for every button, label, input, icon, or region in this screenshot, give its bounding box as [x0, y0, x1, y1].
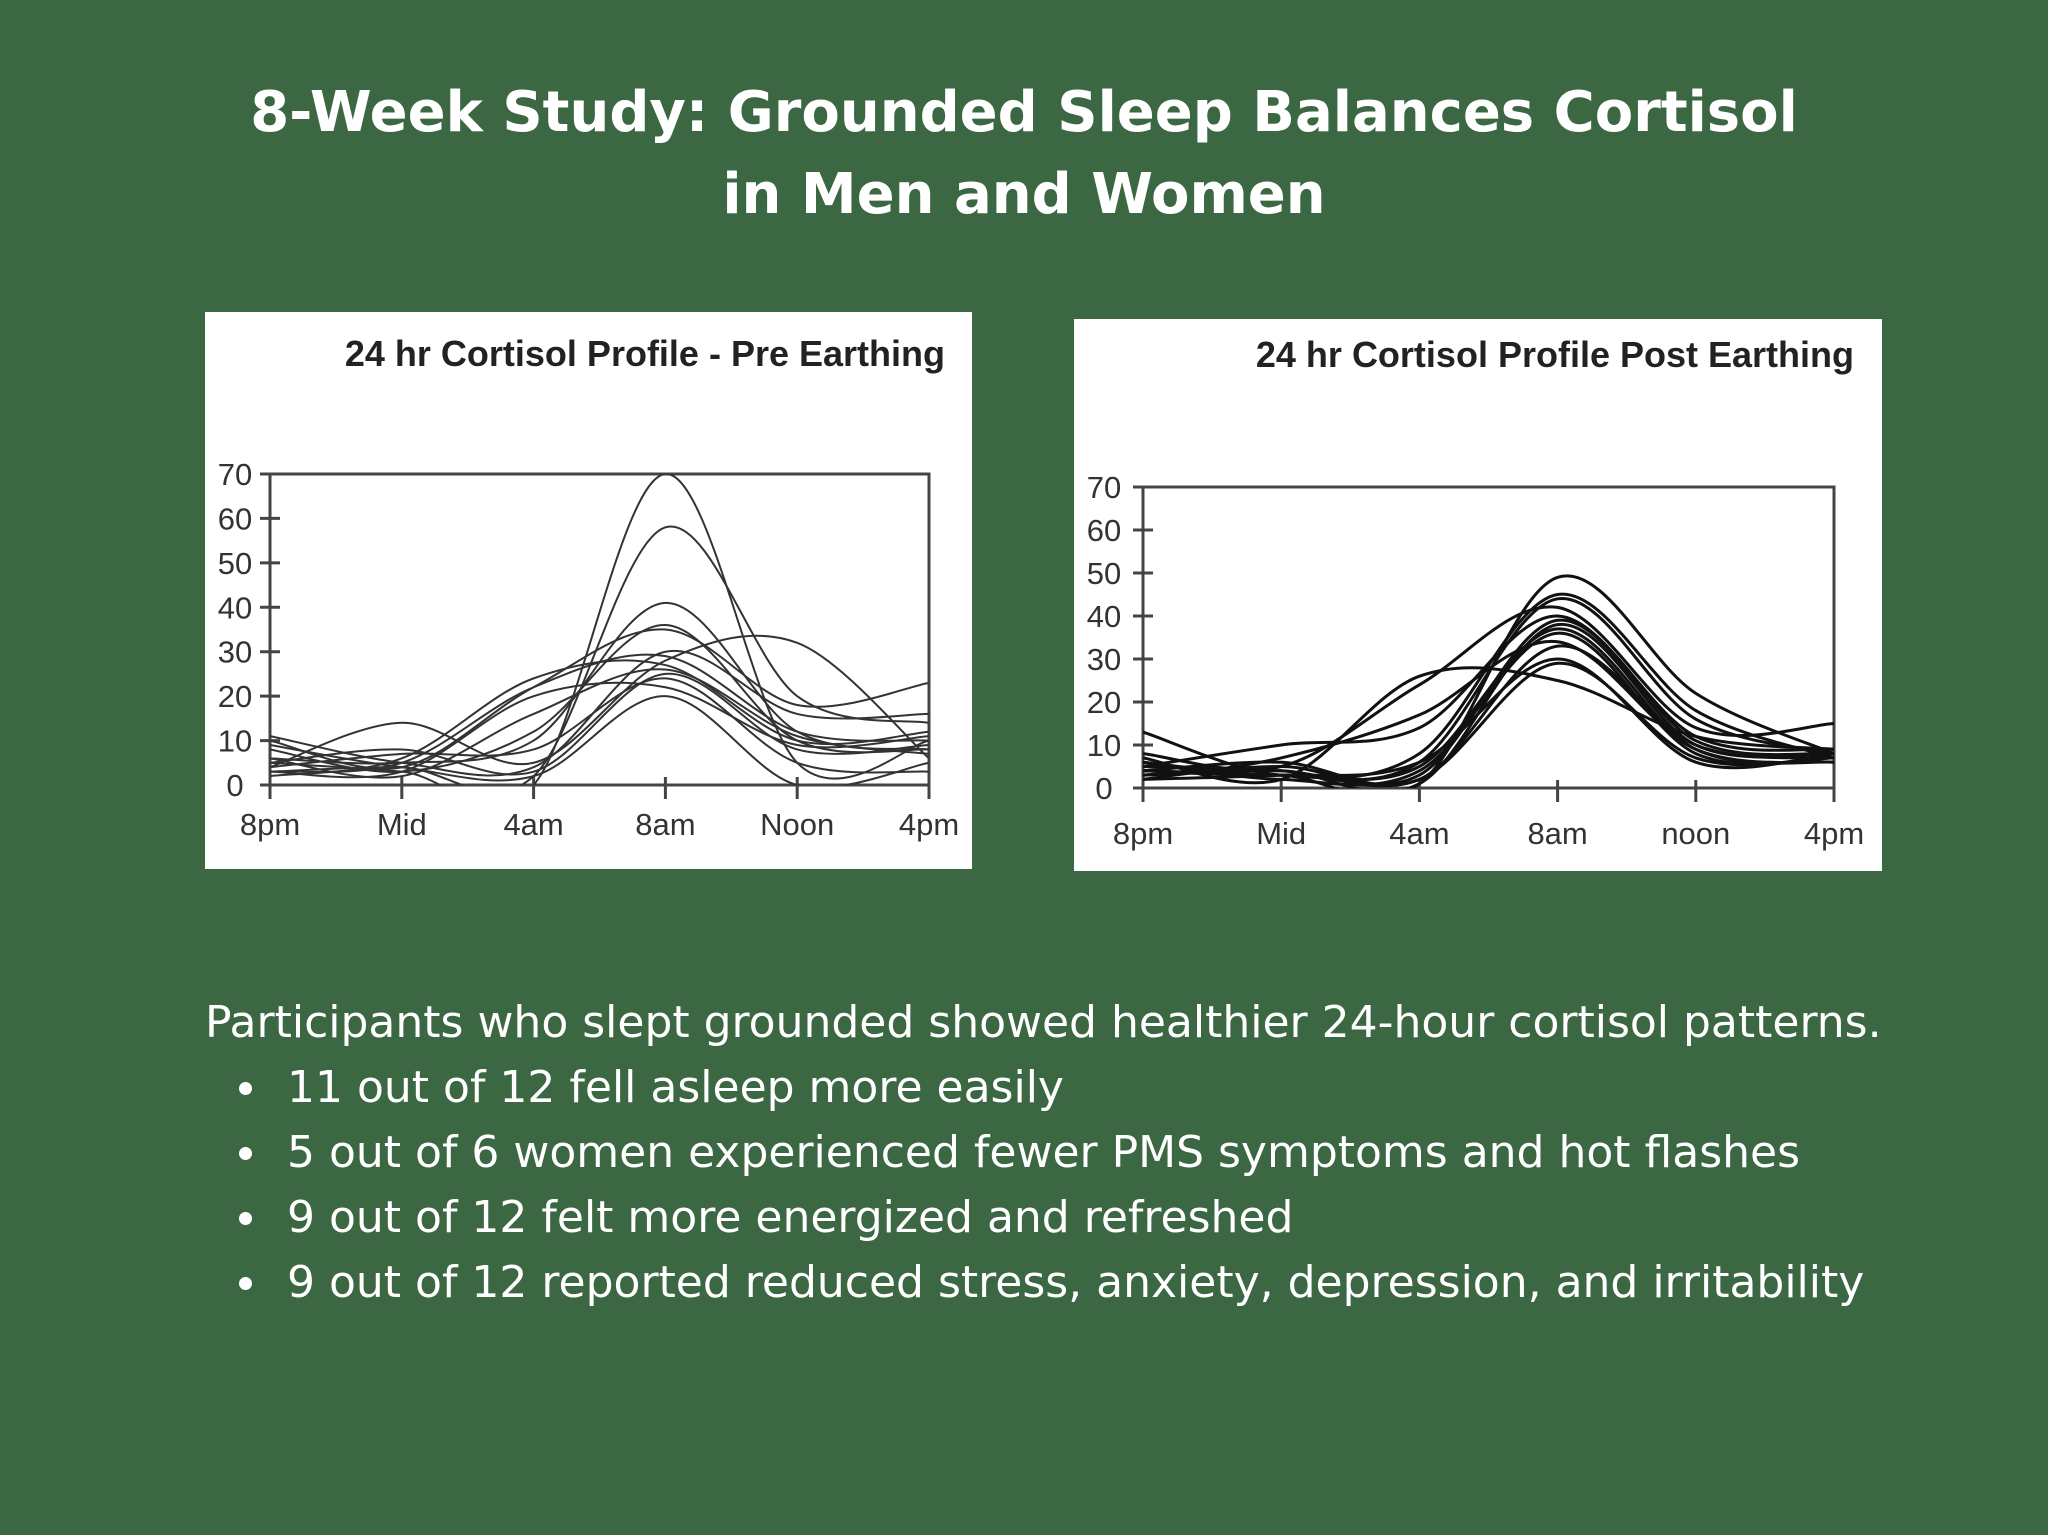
y-tick-label: 40 [1087, 599, 1121, 634]
x-tick-label: 8pm [240, 807, 300, 842]
finding-item: 11 out of 12 fell asleep more easily [205, 1055, 1882, 1120]
x-tick-label: 8am [1527, 816, 1587, 851]
findings-list: 11 out of 12 fell asleep more easily 5 o… [205, 1055, 1882, 1315]
post-earthing-chart-svg: 24 hr Cortisol Profile Post Earthing 0 10 2… [1087, 334, 1864, 851]
x-tick-label: 4am [503, 807, 563, 842]
finding-text: 11 out of 12 fell asleep more easily [287, 1062, 1064, 1113]
series-line [1143, 661, 1834, 788]
chart-title: 24 hr Cortisol Profile - Pre Earthing [345, 333, 945, 374]
series-line [270, 634, 929, 769]
y-tick-label: 0 [1095, 771, 1112, 806]
finding-text: 5 out of 6 women experienced fewer PMS s… [287, 1127, 1800, 1178]
pre-earthing-chart-svg: 24 hr Cortisol Profile - Pre Earthing 0 10… [218, 333, 959, 842]
y-tick-label: 20 [1087, 685, 1121, 720]
y-tick-label: 20 [218, 679, 252, 714]
title-line-1: 8-Week Study: Grounded Sleep Balances Co… [250, 80, 1798, 145]
x-tick-label: noon [1661, 816, 1730, 851]
title-line-2: in Men and Women [722, 162, 1326, 227]
y-tick-label: 10 [1087, 728, 1121, 763]
y-tick-label: 60 [1087, 513, 1121, 548]
y-tick-label: 70 [1087, 470, 1121, 505]
series-line [1143, 644, 1834, 787]
plot-frame [1141, 485, 1836, 790]
y-tick-label: 50 [1087, 556, 1121, 591]
bullet-icon [239, 1212, 252, 1225]
x-tick-label: 4pm [1804, 816, 1864, 851]
x-tick-label: 4pm [899, 807, 959, 842]
x-tick-label: 8pm [1113, 816, 1173, 851]
finding-text: 9 out of 12 reported reduced stress, anx… [287, 1257, 1865, 1308]
chart-title: 24 hr Cortisol Profile Post Earthing [1256, 334, 1854, 375]
x-tick-label: Noon [760, 807, 834, 842]
series-line [270, 695, 929, 785]
pre-earthing-chart: 24 hr Cortisol Profile - Pre Earthing 0 10… [205, 312, 972, 869]
y-tick-label: 40 [218, 590, 252, 625]
finding-item: 5 out of 6 women experienced fewer PMS s… [205, 1120, 1882, 1185]
y-tick-label: 30 [218, 635, 252, 670]
x-tick-label: 4am [1389, 816, 1449, 851]
series-line [270, 677, 929, 774]
series-line [270, 653, 929, 773]
finding-item: 9 out of 12 felt more energized and refr… [205, 1185, 1882, 1250]
y-tick-label: 10 [218, 724, 252, 759]
series-line [270, 525, 929, 785]
findings-text: Participants who slept grounded showed h… [205, 990, 1882, 1315]
x-tick-label: Mid [1256, 816, 1306, 851]
page-title: 8-Week Study: Grounded Sleep Balances Co… [0, 72, 2048, 236]
plot-frame [268, 472, 931, 787]
x-tick-label: Mid [377, 807, 427, 842]
y-tick-label: 50 [218, 546, 252, 581]
post-earthing-chart: 24 hr Cortisol Profile Post Earthing 0 10 2… [1074, 319, 1882, 871]
series-line [270, 649, 929, 777]
findings-intro: Participants who slept grounded showed h… [205, 997, 1882, 1048]
finding-text: 9 out of 12 felt more energized and refr… [287, 1192, 1294, 1243]
y-tick-label: 60 [218, 501, 252, 536]
y-tick-label: 30 [1087, 642, 1121, 677]
bullet-icon [239, 1277, 252, 1290]
bullet-icon [239, 1147, 252, 1160]
series-line [1143, 597, 1834, 782]
series-line [1143, 666, 1834, 785]
y-tick-label: 0 [226, 768, 243, 803]
series-line [270, 668, 929, 779]
finding-item: 9 out of 12 reported reduced stress, anx… [205, 1250, 1882, 1315]
series-line [270, 672, 929, 776]
bullet-icon [239, 1082, 252, 1095]
series-line [270, 628, 929, 770]
y-tick-label: 70 [218, 457, 252, 492]
x-tick-label: 8am [635, 807, 695, 842]
